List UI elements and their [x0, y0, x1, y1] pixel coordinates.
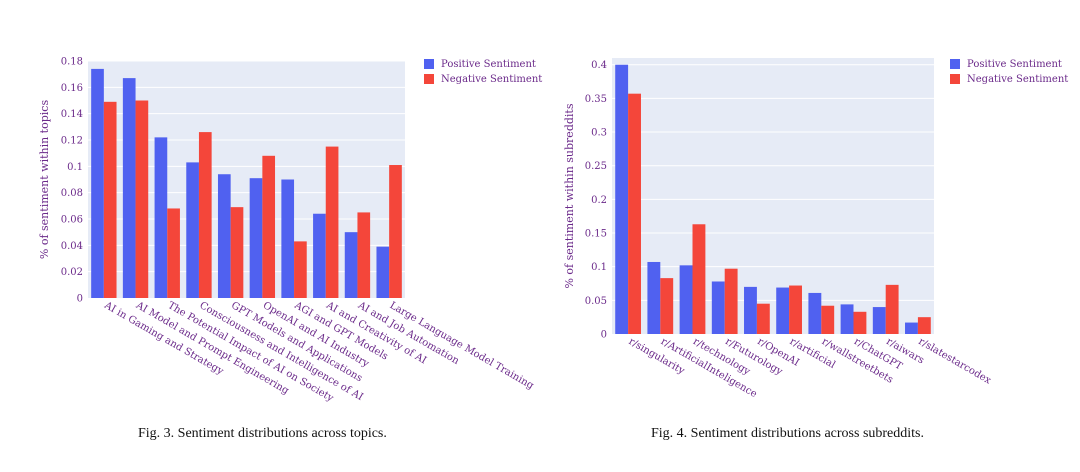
- legend-label: Positive Sentiment: [967, 59, 1062, 70]
- figure-3-caption: Fig. 3. Sentiment distributions across t…: [138, 426, 387, 441]
- bar-negative: [135, 100, 149, 298]
- y-tick-label: 0.16: [61, 83, 83, 94]
- bar-negative: [724, 268, 738, 334]
- y-tick-label: 0.1: [67, 162, 83, 173]
- series-negative: [628, 93, 931, 335]
- y-tick-label: 0.35: [585, 94, 607, 105]
- bar-negative: [230, 207, 244, 298]
- bar-negative: [692, 224, 706, 334]
- bar-positive: [154, 137, 168, 298]
- x-tick-label: r/singularity: [627, 336, 687, 377]
- bar-negative: [917, 317, 931, 334]
- bar-positive: [711, 281, 725, 334]
- bar-positive: [313, 213, 326, 298]
- bar-positive: [872, 307, 886, 334]
- chart-2: 0 0.05 0.1 0.15 0.2 0.25 0.3 0.35 0.4 % of sentim…: [563, 58, 1068, 400]
- y-tick-label: 0.18: [61, 57, 83, 68]
- bar-positive: [91, 68, 104, 299]
- y-tick-label: 0: [601, 330, 607, 341]
- bar-negative: [198, 132, 212, 298]
- y-tick-label: 0.15: [585, 229, 607, 240]
- series-positive: [615, 64, 918, 335]
- y-tick-label: 0.04: [61, 241, 83, 252]
- bar-negative: [756, 303, 770, 334]
- y-tick-label: 0.2: [591, 195, 607, 206]
- bar-positive: [679, 265, 693, 334]
- legend-label: Negative Sentiment: [441, 74, 542, 85]
- bar-negative: [167, 208, 180, 298]
- bar-positive: [376, 246, 390, 298]
- legend: Positive Sentiment Negative Sentiment: [424, 59, 542, 85]
- bar-negative: [628, 93, 641, 335]
- bar-positive: [647, 261, 661, 334]
- bar-positive: [744, 286, 757, 334]
- bar-negative: [821, 305, 835, 334]
- bar-negative: [262, 155, 276, 298]
- figure-4-caption: Fig. 4. Sentiment distributions across s…: [651, 426, 924, 441]
- y-tick-label: 0: [77, 294, 83, 305]
- bar-positive: [186, 162, 199, 298]
- series-negative: [103, 100, 402, 298]
- legend-swatch: [424, 74, 434, 84]
- bar-negative: [103, 101, 117, 298]
- bar-positive: [615, 64, 629, 335]
- bar-positive: [905, 322, 918, 334]
- bar-positive: [122, 78, 136, 298]
- legend-label: Negative Sentiment: [967, 74, 1068, 85]
- bar-positive: [840, 304, 854, 334]
- y-axis-label: % of sentiment within subreddits: [563, 103, 576, 288]
- bar-positive: [344, 232, 358, 298]
- bar-positive: [281, 179, 295, 298]
- bar-negative: [853, 311, 867, 334]
- y-tick-label: 0.12: [61, 136, 83, 147]
- legend-swatch: [950, 74, 960, 84]
- legend-swatch: [424, 59, 434, 69]
- chart-1: 0 0.02 0.04 0.06 0.08 0.1 0.12 0.14 0.16 0.18 % of…: [38, 57, 542, 405]
- bar-negative: [660, 278, 674, 334]
- y-tick-label: 0.4: [591, 60, 607, 71]
- legend-label: Positive Sentiment: [441, 59, 536, 70]
- y-tick-label: 0.06: [61, 215, 83, 226]
- y-tick-label: 0.14: [61, 109, 83, 120]
- legend: Positive Sentiment Negative Sentiment: [950, 59, 1068, 85]
- x-tick-label: r/slatestarcodex: [916, 336, 993, 387]
- y-tick-label: 0.02: [61, 267, 83, 278]
- series-positive: [91, 68, 390, 299]
- bar-positive: [249, 178, 263, 298]
- legend-swatch: [950, 59, 960, 69]
- y-axis-label: % of sentiment within topics: [38, 100, 51, 260]
- bar-positive: [808, 292, 822, 334]
- bar-negative: [389, 165, 402, 298]
- bar-positive: [217, 174, 231, 298]
- y-tick-label: 0.05: [585, 296, 607, 307]
- bar-negative: [294, 241, 307, 298]
- y-tick-label: 0.25: [585, 161, 607, 172]
- y-tick-label: 0.1: [591, 262, 607, 273]
- y-tick-label: 0.08: [61, 188, 83, 199]
- y-tick-label: 0.3: [591, 128, 607, 139]
- bar-positive: [776, 287, 790, 334]
- bar-negative: [789, 285, 802, 334]
- bar-negative: [885, 284, 899, 334]
- bar-negative: [357, 212, 371, 298]
- bar-negative: [325, 146, 339, 298]
